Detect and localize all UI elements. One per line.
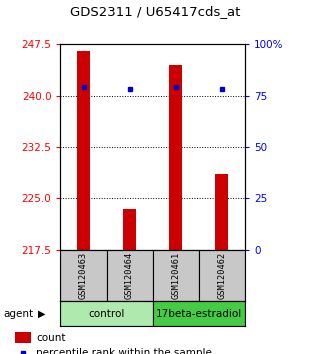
- Bar: [153, 301, 245, 326]
- Bar: [77, 51, 90, 250]
- Text: ▶: ▶: [38, 309, 46, 319]
- Text: GSM120464: GSM120464: [125, 252, 134, 299]
- Bar: [123, 209, 136, 250]
- Bar: [153, 250, 199, 301]
- Text: agent: agent: [3, 309, 33, 319]
- Text: count: count: [36, 333, 65, 343]
- Text: control: control: [88, 309, 125, 319]
- Bar: [60, 301, 153, 326]
- Text: 17beta-estradiol: 17beta-estradiol: [156, 309, 242, 319]
- Text: GSM120461: GSM120461: [171, 252, 180, 299]
- Text: GSM120462: GSM120462: [217, 252, 226, 299]
- Bar: [199, 250, 245, 301]
- Bar: [215, 174, 228, 250]
- Bar: [107, 250, 153, 301]
- Text: percentile rank within the sample: percentile rank within the sample: [36, 348, 212, 354]
- Text: GDS2311 / U65417cds_at: GDS2311 / U65417cds_at: [70, 5, 240, 18]
- Bar: [60, 250, 107, 301]
- Text: GSM120463: GSM120463: [79, 252, 88, 299]
- Bar: [15, 332, 32, 343]
- Bar: [169, 65, 182, 250]
